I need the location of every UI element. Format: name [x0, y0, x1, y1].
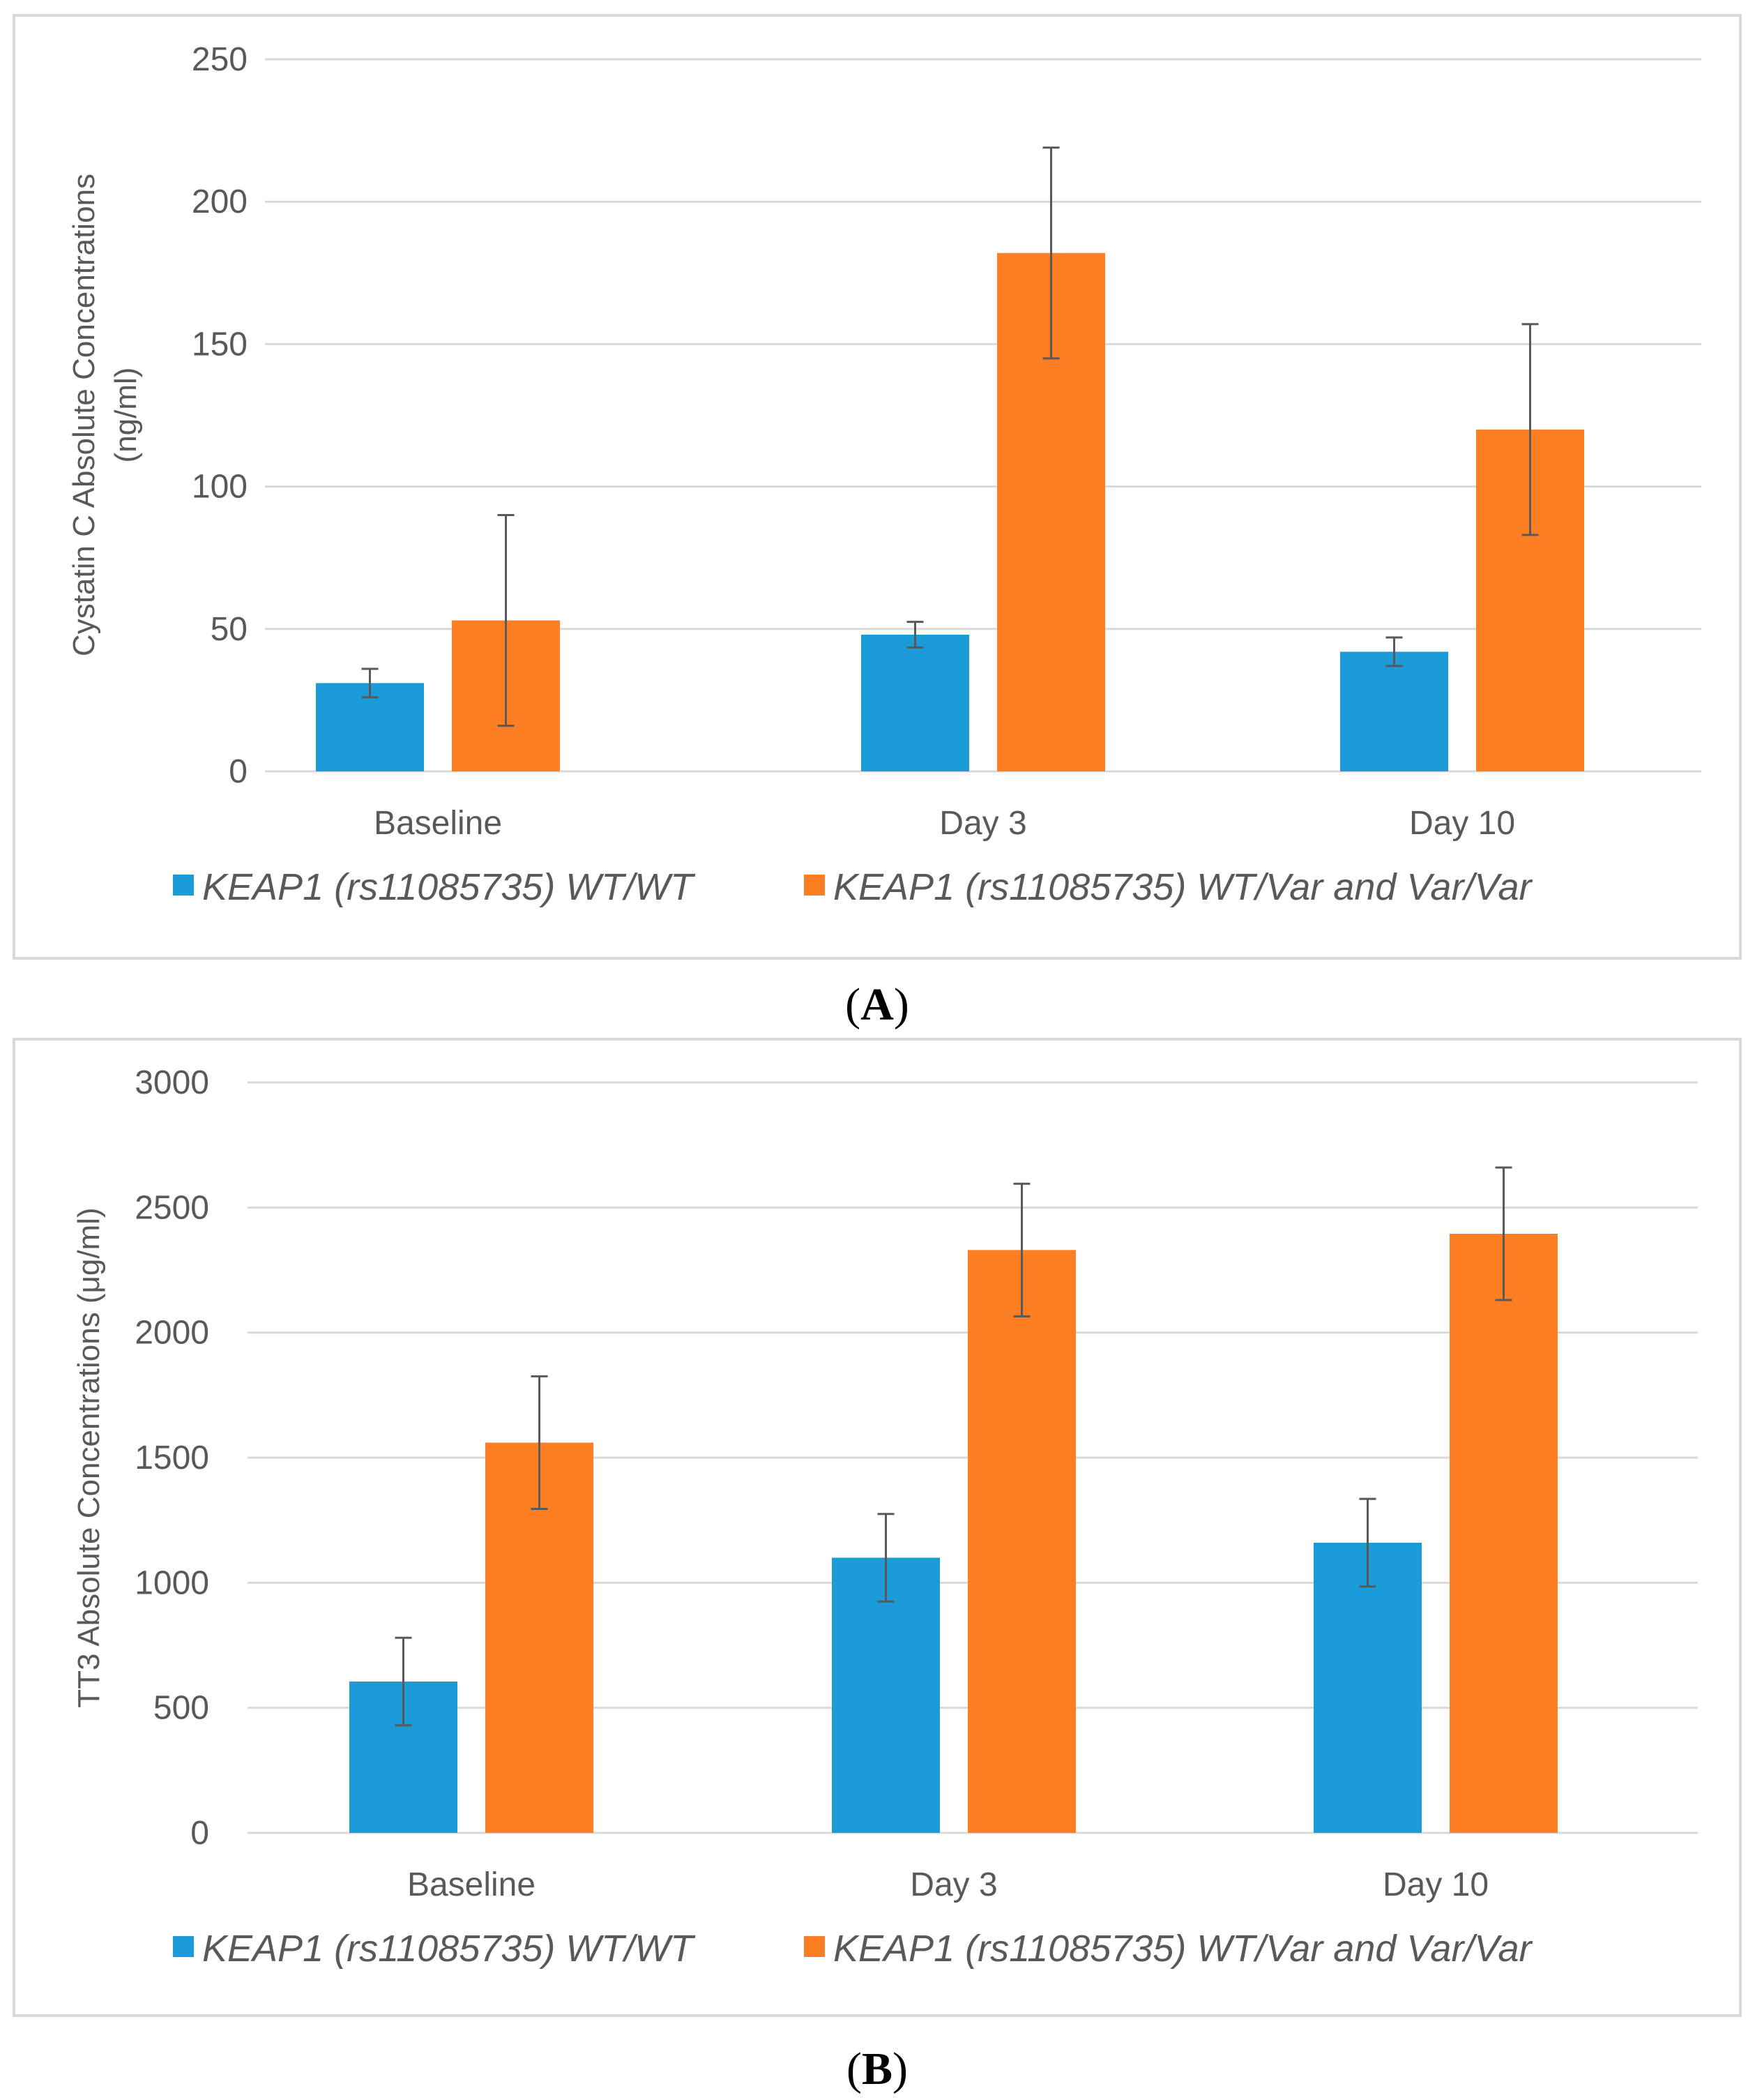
error-bars: [395, 1166, 1512, 1727]
bar-wt-day-10: [1314, 1542, 1422, 1833]
y-tick-label: 50: [211, 611, 248, 648]
error-bar: [1521, 323, 1539, 536]
legend: KEAP1 (rs11085735) WT/WT KEAP1 (rs1108573…: [173, 1928, 1533, 1970]
x-tick-label: Baseline: [407, 1866, 535, 1903]
y-axis-title-text: TT3 Absolute Concentrations (μg/ml): [72, 1207, 106, 1707]
legend-swatch: [173, 875, 194, 896]
y-tick-label: 1000: [135, 1564, 209, 1601]
legend: KEAP1 (rs11085735) WT/WT KEAP1 (rs1108573…: [173, 866, 1533, 908]
bar-wt-day-3: [861, 634, 969, 771]
x-tick-labels: Baseline Day 3 Day 10: [374, 805, 1515, 842]
y-axis-title-line: (ng/ml): [109, 368, 143, 463]
y-axis-title-line: Cystatin C Absolute Concentrations: [67, 174, 101, 656]
error-bar: [361, 667, 379, 699]
y-tick-label: 2000: [135, 1315, 209, 1352]
error-bar: [1495, 1166, 1512, 1301]
y-tick-labels: 0 50 100 150 200 250: [192, 41, 248, 790]
error-bars: [361, 146, 1539, 727]
y-tick-label: 0: [190, 1815, 209, 1852]
x-tick-labels: Baseline Day 3 Day 10: [407, 1866, 1489, 1903]
legend-item-var: KEAP1 (rs11085735) WT/Var and Var/Var: [804, 1928, 1533, 1970]
y-tick-label: 500: [153, 1690, 209, 1727]
error-bar: [1013, 1182, 1031, 1317]
legend-item-wt: KEAP1 (rs11085735) WT/WT: [173, 866, 696, 908]
legend-item-var: KEAP1 (rs11085735) WT/Var and Var/Var: [804, 866, 1533, 908]
legend-item-wt: KEAP1 (rs11085735) WT/WT: [173, 1928, 696, 1970]
legend-swatch: [173, 1936, 194, 1957]
chart-panel-a: 0 50 100 150 200 250 Cystatin C Absolute Conc…: [13, 14, 1742, 960]
x-tick-label: Day 3: [910, 1866, 997, 1903]
x-tick-label: Day 10: [1409, 805, 1515, 842]
bar-var-day-3: [968, 1250, 1076, 1833]
y-tick-label: 1500: [135, 1440, 209, 1476]
chart-panel-b: 0 500 1000 1500 2000 2500 3000 TT3 Absolute Co…: [13, 1038, 1742, 2017]
panel-label-a: (A): [845, 979, 909, 1030]
y-tick-labels: 0 500 1000 1500 2000 2500 3000: [135, 1064, 209, 1852]
y-tick-label: 200: [192, 183, 248, 220]
y-tick-label: 0: [229, 753, 248, 790]
legend-swatch: [804, 1936, 825, 1957]
legend-label: KEAP1 (rs11085735) WT/Var and Var/Var: [833, 1928, 1533, 1970]
x-tick-label: Baseline: [374, 805, 502, 842]
y-tick-label: 150: [192, 326, 248, 363]
y-axis-title: TT3 Absolute Concentrations (μg/ml): [72, 1207, 106, 1707]
legend-swatch: [804, 875, 825, 896]
error-bar: [1385, 636, 1403, 667]
y-tick-label: 100: [192, 469, 248, 506]
error-bar: [497, 513, 515, 727]
x-tick-label: Day 3: [939, 805, 1026, 842]
error-bar: [1359, 1497, 1376, 1588]
y-axis-title-line: TT3 Absolute Concentrations (μg/ml): [72, 1207, 106, 1707]
error-bar: [395, 1636, 412, 1727]
legend-label: KEAP1 (rs11085735) WT/Var and Var/Var: [833, 866, 1533, 908]
panel-label-b: (B): [846, 2044, 908, 2094]
legend-label: KEAP1 (rs11085735) WT/WT: [202, 1928, 696, 1970]
bar-wt-day-10: [1340, 651, 1448, 771]
y-axis-title: Cystatin C Absolute Concentrations (ng/ml…: [67, 174, 143, 656]
y-tick-label: 2500: [135, 1189, 209, 1226]
legend-label: KEAP1 (rs11085735) WT/WT: [202, 866, 696, 908]
bar-var-day-10: [1450, 1233, 1558, 1833]
error-bar: [906, 621, 924, 649]
y-axis-title-text: Cystatin C Absolute Concentrations (ng/ml…: [67, 174, 143, 656]
error-bar: [1042, 146, 1060, 360]
error-bar: [531, 1375, 548, 1511]
y-tick-label: 250: [192, 41, 248, 78]
y-tick-label: 3000: [135, 1064, 209, 1101]
bar-wt-day-3: [832, 1557, 940, 1833]
error-bar: [877, 1513, 895, 1603]
x-tick-label: Day 10: [1383, 1866, 1489, 1903]
